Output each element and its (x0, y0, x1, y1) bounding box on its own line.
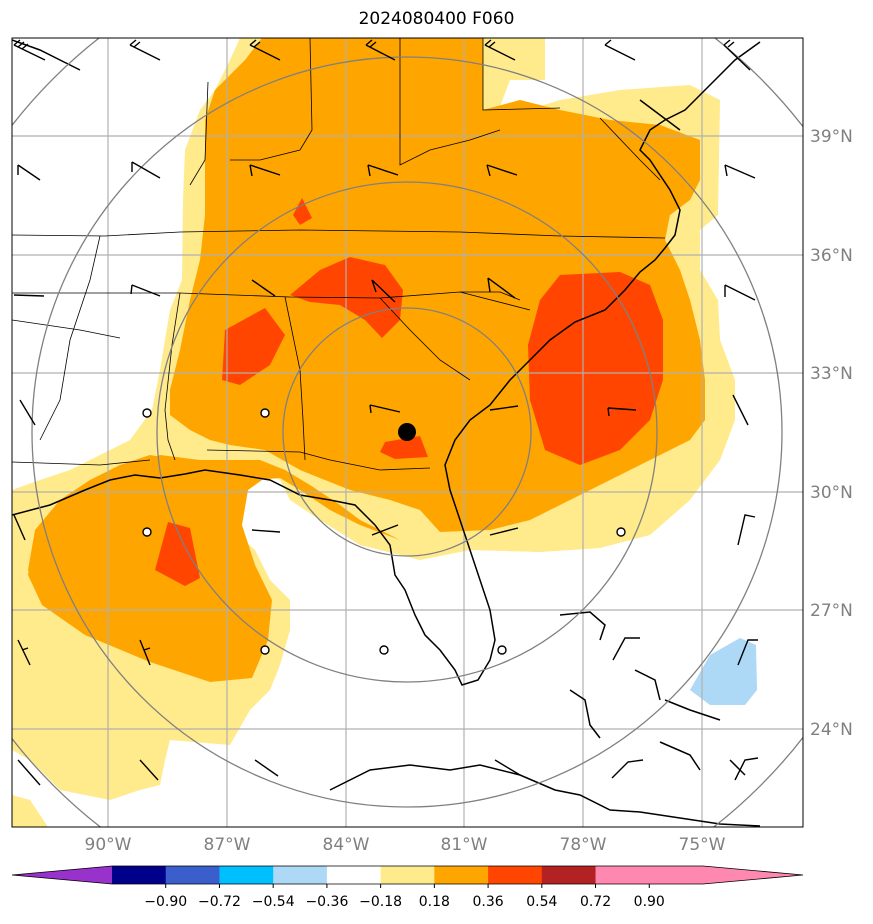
colorbar-bin (380, 866, 435, 884)
colorbar-tick-label: 0.18 (419, 894, 450, 910)
anomaly-red-region-ky (293, 198, 312, 225)
anomaly-red-region-east (528, 272, 663, 465)
colorbar-tick-label: −0.18 (359, 894, 402, 910)
lat-label: 27°N (810, 601, 853, 621)
colorbar-tick-label: −0.36 (305, 894, 348, 910)
colorbar-bin (219, 866, 274, 884)
colorbar-bin (649, 866, 704, 884)
map-frame (11, 37, 804, 828)
colorbar-bin (488, 866, 543, 884)
colorbar-bin (165, 866, 220, 884)
lon-label: 78°W (560, 835, 607, 855)
colorbar: −0.90 −0.72 −0.54 −0.36 −0.18 0.18 0.36 0.54 0.7… (11, 865, 804, 910)
colorbar-tick-label: 0.36 (473, 894, 504, 910)
colorbar-extend-low (12, 866, 112, 884)
lon-label: 81°W (441, 835, 488, 855)
colorbar-bin (326, 866, 382, 884)
colorbar-tick-label: −0.90 (144, 894, 187, 910)
colorbar-outline (11, 865, 804, 885)
colorbar-tick-label: 0.72 (580, 894, 611, 910)
colorbar-bin (112, 866, 167, 884)
anomaly-light-yellow-region-sw (12, 795, 48, 827)
lon-label: 84°W (323, 835, 370, 855)
colorbar-tick-label: 0.54 (526, 894, 557, 910)
center-point (398, 423, 416, 441)
state-borders (12, 38, 666, 471)
lon-label: 90°W (85, 835, 132, 855)
graticule (12, 38, 803, 827)
anomaly-red-region-gulf (155, 522, 200, 586)
lon-label: 87°W (204, 835, 251, 855)
colorbar-extend-high (703, 866, 803, 884)
lon-label: 75°W (679, 835, 726, 855)
lat-label: 30°N (810, 483, 853, 503)
colorbar-tick-label: −0.54 (252, 894, 295, 910)
anomaly-red-region-ga (380, 436, 428, 459)
colorbar-bin (273, 866, 328, 884)
anomaly-orange-region-gulf (28, 455, 272, 682)
lat-label: 39°N (810, 127, 853, 147)
colorbar-tick-label: −0.72 (198, 894, 241, 910)
calm-markers (142, 408, 626, 655)
map-title: 2024080400 F060 (358, 9, 515, 29)
anomaly-blue-region (690, 638, 757, 705)
colorbar-tick-label: 0.90 (634, 894, 665, 910)
colorbar-bin (595, 866, 650, 884)
lat-label: 24°N (810, 720, 853, 740)
lat-label: 33°N (810, 364, 853, 384)
latitude-labels: 39°N 36°N 33°N 30°N 27°N 24°N (810, 127, 853, 740)
wind-barbs (13, 39, 759, 786)
colorbar-bin (434, 866, 489, 884)
anomaly-red-region-al (222, 308, 285, 385)
longitude-labels: 90°W 87°W 84°W 81°W 78°W 75°W (85, 835, 726, 855)
colorbar-bin (541, 866, 597, 884)
lat-label: 36°N (810, 246, 853, 266)
